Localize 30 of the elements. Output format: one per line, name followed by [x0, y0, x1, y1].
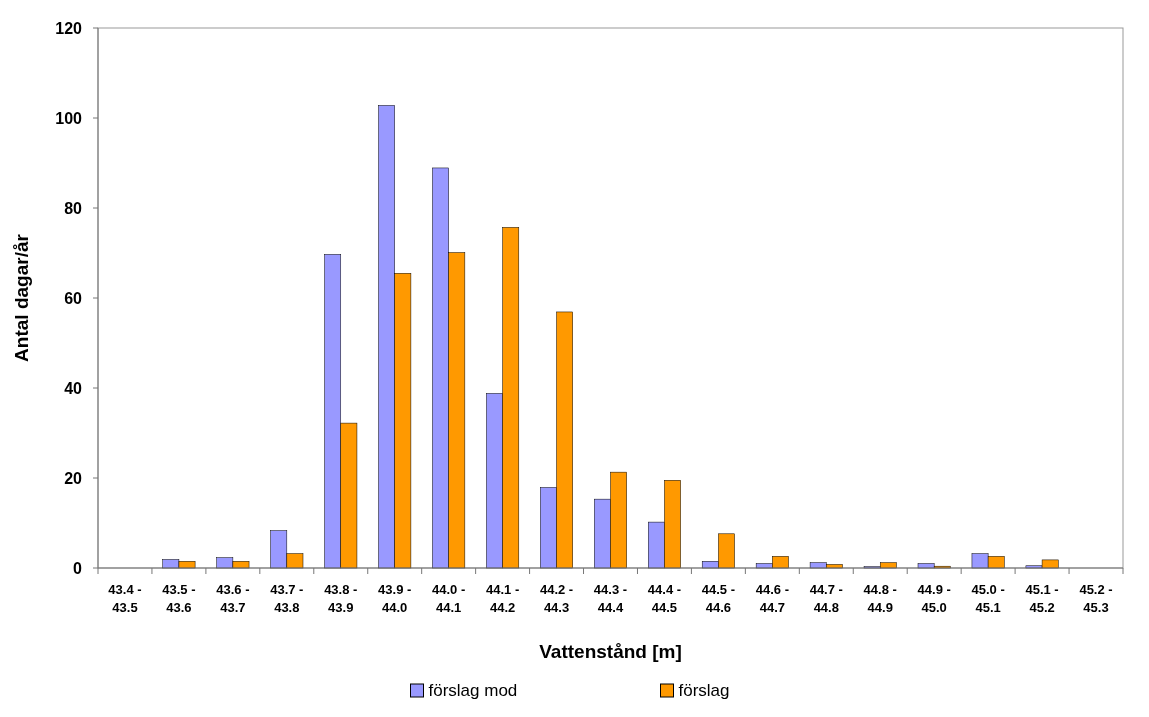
x-tick-label: 43.5 - 43.6 — [162, 582, 196, 615]
x-tick-label: 45.1 - 45.2 — [1025, 582, 1059, 615]
x-tick-label: 44.9 - 45.0 — [917, 582, 951, 615]
x-tick-label: 44.6 - 44.7 — [755, 582, 789, 615]
y-axis-title: Antal dagar/år — [11, 233, 32, 362]
x-tick-label: 44.4 - 44.5 — [647, 582, 682, 615]
y-tick-label: 40 — [64, 379, 83, 397]
x-tick-label: 44.2 - 44.3 — [539, 582, 574, 615]
x-tick-label: 44.8 - 44.9 — [863, 582, 897, 615]
y-tick-label: 100 — [55, 109, 83, 127]
x-tick-label: 43.8 - 43.9 — [324, 582, 358, 615]
x-axis-title: Vattenstånd [m] — [539, 641, 682, 662]
x-tick-label: 43.6 - 43.7 — [216, 582, 250, 615]
x-tick-label: 44.3 - 44.4 — [593, 582, 628, 615]
y-tick-label: 0 — [73, 559, 83, 577]
x-tick-label: 44.0 - 44.1 — [432, 582, 466, 615]
x-tick-label: 44.5 - 44.6 — [701, 582, 736, 615]
x-tick-label: 43.9 - 44.0 — [378, 582, 412, 615]
y-tick-label: 120 — [55, 19, 83, 37]
x-tick-label: 45.0 - 45.1 — [971, 582, 1005, 615]
y-tick-label: 20 — [64, 469, 83, 487]
x-tick-label: 44.7 - 44.8 — [809, 582, 843, 615]
x-tick-label: 44.1 - 44.2 — [485, 582, 520, 615]
y-tick-label: 60 — [64, 289, 83, 307]
y-tick-label: 80 — [64, 199, 83, 217]
x-tick-label: 43.7 - 43.8 — [270, 582, 304, 615]
legend-label: förslag mod — [428, 681, 518, 700]
x-tick-label: 43.4 - 43.5 — [108, 582, 142, 615]
legend-label: förslag — [678, 681, 730, 700]
x-tick-label: 45.2 - 45.3 — [1079, 582, 1113, 615]
